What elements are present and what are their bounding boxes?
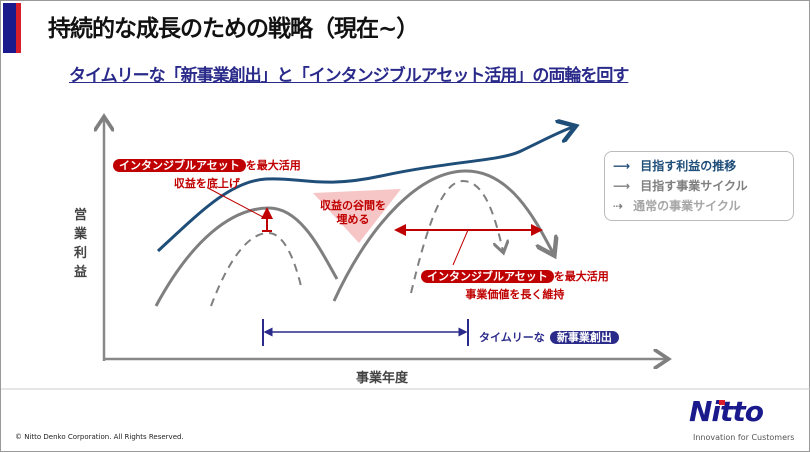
page-subtitle: タイムリーな「新事業創出」と「インタンジブルアセット活用」の両輪を回す: [69, 66, 629, 86]
intangible-pill: インタンジブルアセット: [421, 270, 554, 283]
callout1-leader: [207, 187, 264, 218]
legend-label: 通常の事業サイクル: [633, 199, 741, 213]
valley-label: 収益の谷間を 埋める: [313, 199, 393, 227]
target-cycle-1: [154, 206, 339, 307]
callout-suffix: を最大活用: [553, 270, 609, 283]
intangible-pill: インタンジブルアセット: [113, 159, 246, 172]
y-axis-label: 営業利益: [74, 208, 88, 280]
legend-item: ⇢ 通常の事業サイクル: [613, 196, 785, 216]
timely-label: タイムリーな 新事業創出: [479, 326, 619, 345]
legend-item: ⟶ 目指す事業サイクル: [613, 176, 785, 196]
valley-line2: 埋める: [336, 213, 370, 226]
valley-fill: [313, 189, 401, 243]
callout-suffix: を最大活用: [245, 159, 301, 172]
dashed-arrow-icon: ⇢: [613, 199, 624, 213]
target-cycle-2: [332, 169, 553, 302]
target-profit-curve: [156, 127, 573, 253]
tagline: Innovation for Customers: [693, 433, 795, 442]
page-title: 持続的な成長のための戦略（現在~）: [48, 16, 419, 42]
logo-dot: [719, 400, 725, 405]
normal-cycle-1: [210, 231, 302, 307]
timely-prefix: タイムリーな: [479, 331, 545, 344]
normal-cycle-2: [410, 179, 503, 294]
new-business-pill: 新事業創出: [549, 331, 619, 344]
valley-line1: 収益の谷間を: [320, 199, 386, 212]
callout2-leader: [452, 229, 469, 266]
legend: ⟶ 目指す利益の推移 ⟶ 目指す事業サイクル ⇢ 通常の事業サイクル: [604, 151, 794, 221]
legend-label: 目指す利益の推移: [640, 159, 737, 173]
callout-line2: 収益を底上げ: [173, 177, 240, 190]
title-bar-accent: [3, 3, 21, 53]
legend-label: 目指す事業サイクル: [640, 179, 748, 193]
solid-arrow-icon: ⟶: [613, 179, 631, 193]
callout-raise-base: インタンジブルアセット を最大活用 収益を底上げ: [113, 154, 301, 191]
x-axis-label: 事業年度: [356, 371, 409, 386]
solid-arrow-icon: ⟶: [613, 159, 631, 173]
nitto-logo: Nitto: [689, 395, 764, 428]
callout-extend-value: インタンジブルアセット を最大活用 事業価値を長く維持: [421, 265, 609, 302]
callout-line2: 事業価値を長く維持: [465, 288, 565, 301]
legend-item: ⟶ 目指す利益の推移: [613, 156, 785, 176]
copyright: © Nitto Denko Corporation. All Rights Re…: [15, 433, 184, 441]
